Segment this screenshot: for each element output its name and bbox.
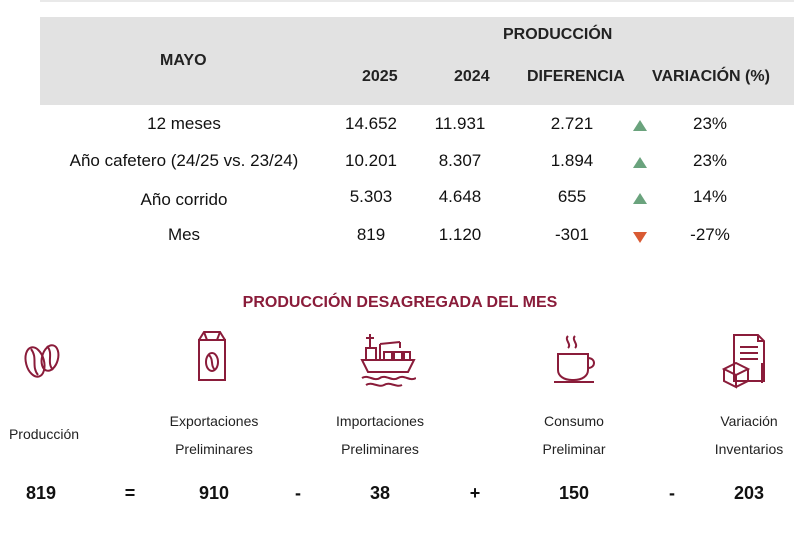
section-title: PRODUCCIÓN DESAGREGADA DEL MES — [242, 294, 558, 311]
inventory-icon — [721, 334, 765, 389]
value-consumption: 150 — [558, 483, 590, 503]
cell-2025: 10.201 — [345, 151, 397, 170]
period-header: MAYO — [160, 52, 207, 69]
breakdown-label-production: Producción — [8, 426, 80, 442]
operator-minus: - — [669, 483, 675, 503]
down-arrow-icon — [633, 232, 647, 243]
operator-minus: - — [295, 483, 301, 503]
table-header: MAYO PRODUCCIÓN 2025 2024 DIFERENCIA VAR… — [40, 17, 794, 105]
col-variation-header: VARIACIÓN (%) — [652, 68, 770, 85]
up-arrow-icon — [633, 157, 647, 168]
cell-variation: -27% — [690, 225, 730, 244]
row-label: Año corrido — [140, 190, 228, 209]
cell-variation: 14% — [692, 187, 728, 206]
breakdown-label-exports: Exportaciones Preliminares — [169, 413, 259, 457]
operator-plus: + — [469, 483, 481, 503]
value-production: 819 — [25, 483, 57, 503]
breakdown-label-inventory: Variación Inventarios — [714, 413, 784, 457]
value-exports: 910 — [198, 483, 230, 503]
row-label: Mes — [167, 225, 201, 244]
row-label: 12 meses — [147, 114, 221, 133]
top-divider — [40, 0, 794, 2]
row-label: Año cafetero (24/25 vs. 23/24) — [69, 151, 299, 170]
cell-difference: 655 — [557, 187, 587, 206]
col-2024-header: 2024 — [454, 68, 490, 85]
value-inventory: 203 — [733, 483, 765, 503]
value-imports: 38 — [369, 483, 391, 503]
cell-difference: 2.721 — [550, 114, 594, 133]
up-arrow-icon — [633, 120, 647, 131]
cell-difference: -301 — [554, 225, 590, 244]
cell-2025: 5.303 — [349, 187, 393, 206]
coffee-cup-icon — [554, 335, 595, 383]
cell-2024: 4.648 — [438, 187, 482, 206]
breakdown-label-consumption: Consumo Preliminar — [542, 413, 606, 457]
cell-variation: 23% — [692, 114, 728, 133]
cell-difference: 1.894 — [550, 151, 594, 170]
cell-2025: 819 — [356, 225, 386, 244]
breakdown-label-imports: Importaciones Preliminares — [336, 413, 424, 457]
operator-equals: = — [124, 483, 136, 503]
up-arrow-icon — [633, 193, 647, 204]
col-2025-header: 2025 — [362, 68, 398, 85]
production-header: PRODUCCIÓN — [503, 26, 613, 43]
cell-2024: 8.307 — [438, 151, 482, 170]
cell-2024: 11.931 — [434, 114, 486, 133]
cell-2024: 1.120 — [438, 225, 482, 244]
cell-2025: 14.652 — [345, 114, 397, 133]
col-difference-header: DIFERENCIA — [527, 68, 625, 85]
cell-variation: 23% — [692, 151, 728, 170]
cargo-ship-icon — [360, 334, 416, 387]
coffee-bean-icon — [24, 344, 60, 378]
coffee-bag-icon — [198, 331, 226, 381]
